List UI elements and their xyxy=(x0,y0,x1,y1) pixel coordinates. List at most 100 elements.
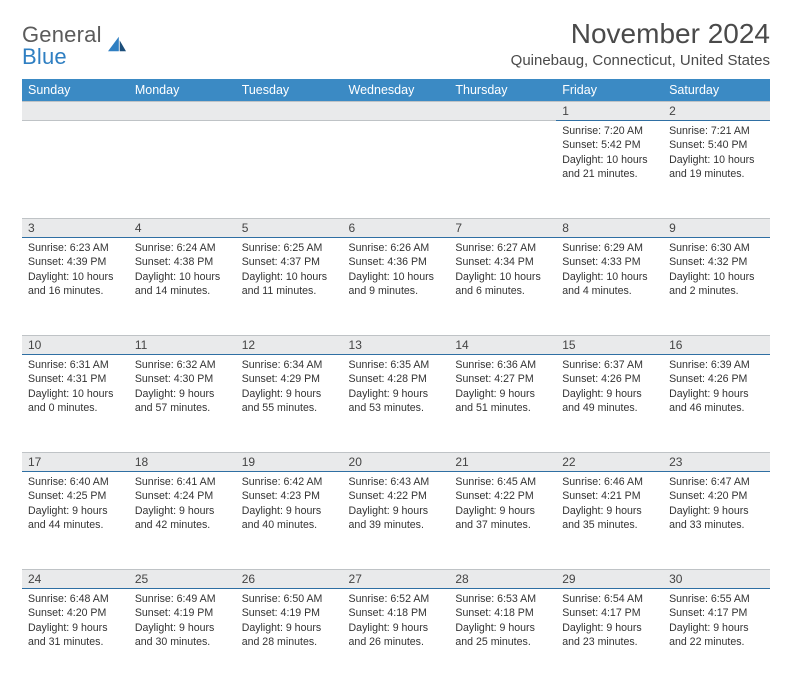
sunset-text: Sunset: 4:22 PM xyxy=(455,489,550,503)
daylight-text: Daylight: 10 hours and 6 minutes. xyxy=(455,270,550,299)
day-number: 19 xyxy=(242,455,255,469)
day-number-cell xyxy=(129,102,236,121)
day-number-row: 10111213141516 xyxy=(22,336,770,355)
day-info-cell xyxy=(129,121,236,219)
day-number: 23 xyxy=(669,455,682,469)
sunset-text: Sunset: 4:31 PM xyxy=(28,372,123,386)
sunrise-text: Sunrise: 6:45 AM xyxy=(455,475,550,489)
sunrise-text: Sunrise: 6:50 AM xyxy=(242,592,337,606)
day-info-cell: Sunrise: 6:37 AMSunset: 4:26 PMDaylight:… xyxy=(556,355,663,453)
daylight-text: Daylight: 9 hours and 22 minutes. xyxy=(669,621,764,650)
daylight-text: Daylight: 10 hours and 14 minutes. xyxy=(135,270,230,299)
sunset-text: Sunset: 4:17 PM xyxy=(669,606,764,620)
weekday-header: Wednesday xyxy=(343,79,450,102)
day-number-cell xyxy=(22,102,129,121)
sunset-text: Sunset: 4:21 PM xyxy=(562,489,657,503)
day-info-cell: Sunrise: 6:27 AMSunset: 4:34 PMDaylight:… xyxy=(449,238,556,336)
location-label: Quinebaug, Connecticut, United States xyxy=(511,52,770,69)
weekday-header: Sunday xyxy=(22,79,129,102)
day-number-cell xyxy=(236,102,343,121)
sunrise-text: Sunrise: 6:23 AM xyxy=(28,241,123,255)
day-info-cell: Sunrise: 6:45 AMSunset: 4:22 PMDaylight:… xyxy=(449,472,556,570)
day-info-cell: Sunrise: 6:25 AMSunset: 4:37 PMDaylight:… xyxy=(236,238,343,336)
day-number: 9 xyxy=(669,221,676,235)
day-number: 10 xyxy=(28,338,41,352)
day-number-cell: 28 xyxy=(449,570,556,589)
day-number-cell: 1 xyxy=(556,102,663,121)
logo-sail-icon xyxy=(104,35,128,58)
daylight-text: Daylight: 9 hours and 57 minutes. xyxy=(135,387,230,416)
day-number-cell: 25 xyxy=(129,570,236,589)
day-number: 4 xyxy=(135,221,142,235)
day-info-cell: Sunrise: 6:39 AMSunset: 4:26 PMDaylight:… xyxy=(663,355,770,453)
day-info-cell: Sunrise: 6:54 AMSunset: 4:17 PMDaylight:… xyxy=(556,589,663,686)
day-info-cell xyxy=(22,121,129,219)
day-number-cell: 18 xyxy=(129,453,236,472)
day-number: 25 xyxy=(135,572,148,586)
day-number-cell: 21 xyxy=(449,453,556,472)
daylight-text: Daylight: 9 hours and 42 minutes. xyxy=(135,504,230,533)
day-info-cell: Sunrise: 6:32 AMSunset: 4:30 PMDaylight:… xyxy=(129,355,236,453)
weekday-header: Thursday xyxy=(449,79,556,102)
daylight-text: Daylight: 9 hours and 44 minutes. xyxy=(28,504,123,533)
day-info-row: Sunrise: 6:40 AMSunset: 4:25 PMDaylight:… xyxy=(22,472,770,570)
day-info-cell: Sunrise: 6:26 AMSunset: 4:36 PMDaylight:… xyxy=(343,238,450,336)
day-number-cell: 29 xyxy=(556,570,663,589)
sunset-text: Sunset: 4:29 PM xyxy=(242,372,337,386)
day-info-cell: Sunrise: 6:52 AMSunset: 4:18 PMDaylight:… xyxy=(343,589,450,686)
sunrise-text: Sunrise: 6:31 AM xyxy=(28,358,123,372)
sunset-text: Sunset: 4:24 PM xyxy=(135,489,230,503)
sunrise-text: Sunrise: 6:30 AM xyxy=(669,241,764,255)
daylight-text: Daylight: 10 hours and 19 minutes. xyxy=(669,153,764,182)
day-number: 15 xyxy=(562,338,575,352)
sunset-text: Sunset: 4:26 PM xyxy=(562,372,657,386)
calendar-body: 12Sunrise: 7:20 AMSunset: 5:42 PMDayligh… xyxy=(22,102,770,686)
day-number: 13 xyxy=(349,338,362,352)
day-number: 7 xyxy=(455,221,462,235)
day-info-cell: Sunrise: 7:20 AMSunset: 5:42 PMDaylight:… xyxy=(556,121,663,219)
day-number: 5 xyxy=(242,221,249,235)
day-number-cell: 24 xyxy=(22,570,129,589)
day-number: 28 xyxy=(455,572,468,586)
day-number-row: 24252627282930 xyxy=(22,570,770,589)
sunset-text: Sunset: 4:18 PM xyxy=(455,606,550,620)
day-number: 18 xyxy=(135,455,148,469)
day-number: 21 xyxy=(455,455,468,469)
day-number-cell: 16 xyxy=(663,336,770,355)
logo: General Blue xyxy=(22,18,128,68)
day-number-cell xyxy=(343,102,450,121)
day-number-cell: 8 xyxy=(556,219,663,238)
day-info-cell: Sunrise: 6:50 AMSunset: 4:19 PMDaylight:… xyxy=(236,589,343,686)
daylight-text: Daylight: 9 hours and 39 minutes. xyxy=(349,504,444,533)
day-info-cell: Sunrise: 6:36 AMSunset: 4:27 PMDaylight:… xyxy=(449,355,556,453)
day-info-cell: Sunrise: 6:24 AMSunset: 4:38 PMDaylight:… xyxy=(129,238,236,336)
day-info-cell: Sunrise: 7:21 AMSunset: 5:40 PMDaylight:… xyxy=(663,121,770,219)
day-number-row: 12 xyxy=(22,102,770,121)
sunset-text: Sunset: 4:36 PM xyxy=(349,255,444,269)
sunset-text: Sunset: 4:28 PM xyxy=(349,372,444,386)
day-number-cell: 30 xyxy=(663,570,770,589)
sunrise-text: Sunrise: 6:48 AM xyxy=(28,592,123,606)
daylight-text: Daylight: 9 hours and 40 minutes. xyxy=(242,504,337,533)
weekday-header: Saturday xyxy=(663,79,770,102)
sunrise-text: Sunrise: 6:37 AM xyxy=(562,358,657,372)
day-number: 12 xyxy=(242,338,255,352)
daylight-text: Daylight: 9 hours and 31 minutes. xyxy=(28,621,123,650)
logo-word-2: Blue xyxy=(22,44,67,69)
sunrise-text: Sunrise: 6:29 AM xyxy=(562,241,657,255)
daylight-text: Daylight: 9 hours and 23 minutes. xyxy=(562,621,657,650)
day-info-cell: Sunrise: 6:42 AMSunset: 4:23 PMDaylight:… xyxy=(236,472,343,570)
daylight-text: Daylight: 9 hours and 46 minutes. xyxy=(669,387,764,416)
day-number: 30 xyxy=(669,572,682,586)
day-number: 24 xyxy=(28,572,41,586)
day-number-cell: 23 xyxy=(663,453,770,472)
day-info-cell: Sunrise: 6:48 AMSunset: 4:20 PMDaylight:… xyxy=(22,589,129,686)
day-info-cell: Sunrise: 6:34 AMSunset: 4:29 PMDaylight:… xyxy=(236,355,343,453)
day-info-cell: Sunrise: 6:53 AMSunset: 4:18 PMDaylight:… xyxy=(449,589,556,686)
sunset-text: Sunset: 4:17 PM xyxy=(562,606,657,620)
sunrise-text: Sunrise: 6:53 AM xyxy=(455,592,550,606)
day-number-cell: 10 xyxy=(22,336,129,355)
day-number: 17 xyxy=(28,455,41,469)
day-number-cell: 22 xyxy=(556,453,663,472)
day-number-cell: 19 xyxy=(236,453,343,472)
